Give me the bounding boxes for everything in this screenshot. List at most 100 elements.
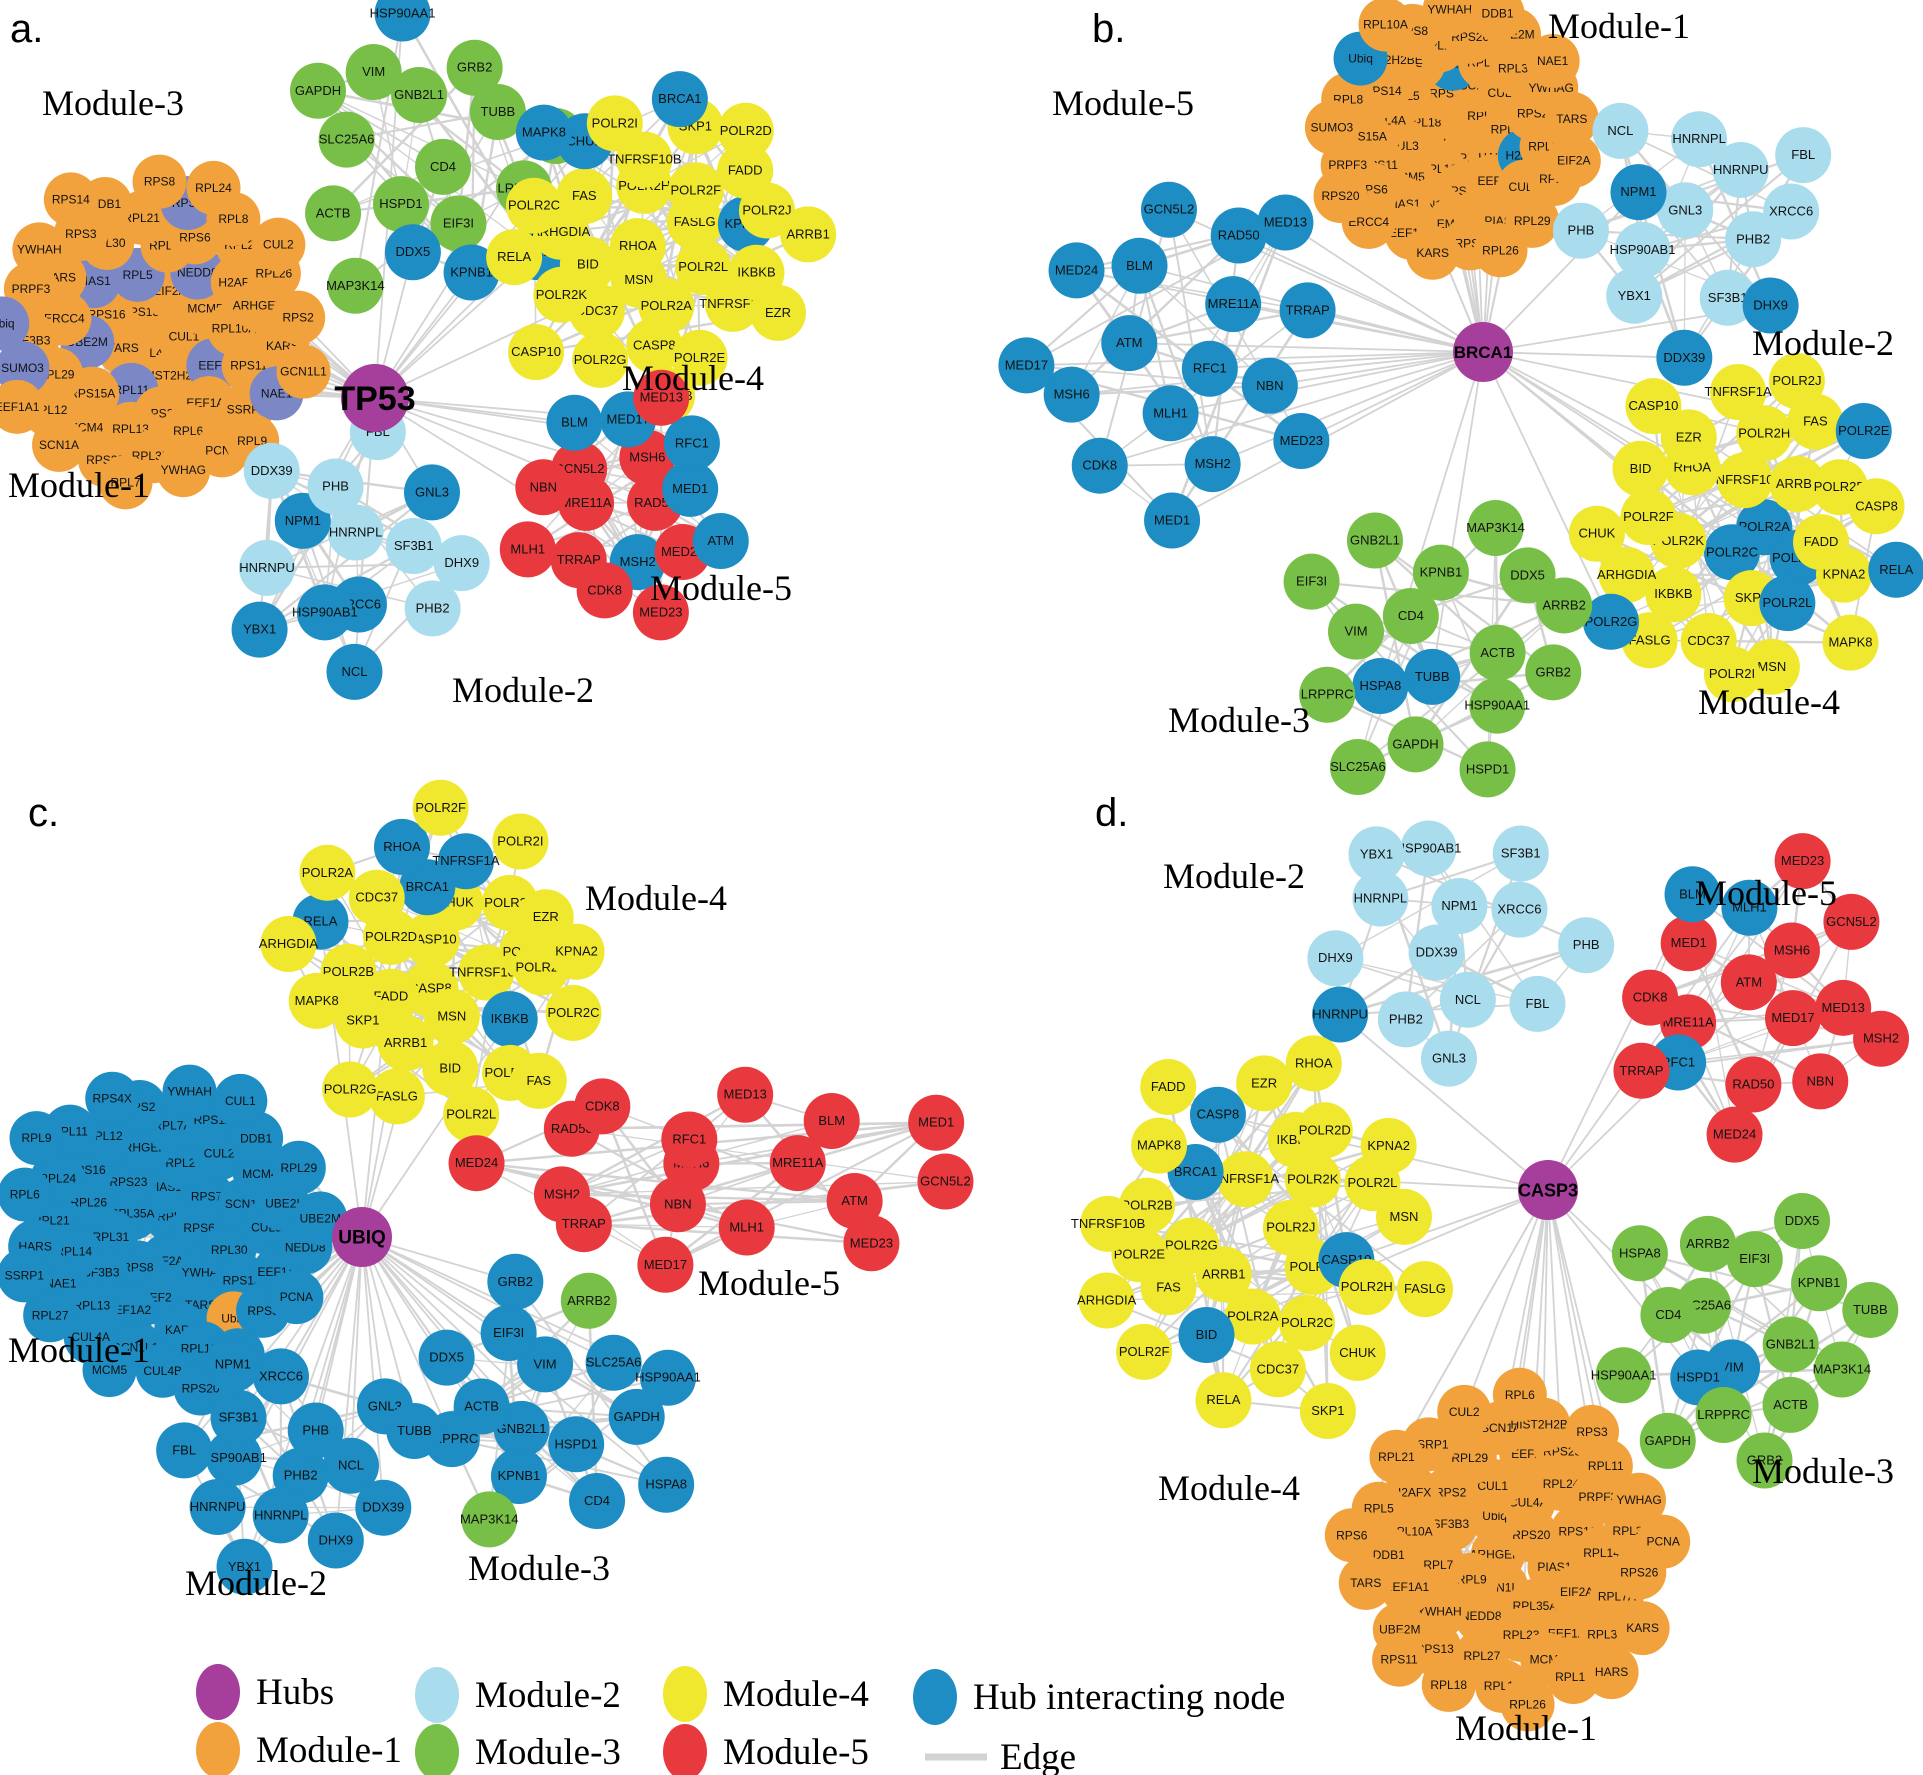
node-POLR2K[interactable]: POLR2K bbox=[533, 266, 590, 323]
node-circle[interactable] bbox=[1615, 1601, 1670, 1656]
node-circle[interactable] bbox=[1491, 881, 1548, 938]
node-circle[interactable] bbox=[132, 154, 187, 209]
node-circle[interactable] bbox=[327, 257, 384, 314]
node-circle[interactable] bbox=[1664, 866, 1721, 923]
node-circle[interactable] bbox=[1759, 575, 1816, 632]
node-RPS8[interactable]: RPS8 bbox=[132, 154, 187, 209]
node-circle[interactable] bbox=[1437, 1384, 1492, 1439]
node-RPS4X[interactable]: RPS4X bbox=[85, 1071, 140, 1126]
node-MED24[interactable]: MED24 bbox=[1706, 1106, 1763, 1163]
node-KPNA2[interactable]: KPNA2 bbox=[548, 923, 605, 980]
node-circle[interactable] bbox=[1279, 282, 1336, 339]
node-circle[interactable] bbox=[0, 1248, 52, 1303]
node-circle[interactable] bbox=[1742, 277, 1799, 334]
node-CDK8[interactable]: CDK8 bbox=[576, 562, 633, 619]
node-GAPDH[interactable]: GAPDH bbox=[289, 62, 346, 119]
node-GNL3[interactable]: GNL3 bbox=[403, 464, 460, 521]
node-YBX1[interactable]: YBX1 bbox=[1606, 267, 1663, 324]
node-circle[interactable] bbox=[1048, 242, 1105, 299]
node-circle[interactable] bbox=[574, 1078, 631, 1135]
node-circle[interactable] bbox=[372, 176, 429, 233]
node-circle[interactable] bbox=[1210, 207, 1267, 264]
node-HARS[interactable]: HARS bbox=[1584, 1645, 1639, 1700]
node-circle[interactable] bbox=[1470, 0, 1525, 41]
node-circle[interactable] bbox=[1640, 1287, 1697, 1344]
node-circle[interactable] bbox=[1431, 878, 1488, 935]
node-CHUK[interactable]: CHUK bbox=[1568, 505, 1625, 562]
node-circle[interactable] bbox=[569, 1473, 626, 1530]
node-circle[interactable] bbox=[638, 1456, 695, 1513]
node-circle[interactable] bbox=[1249, 1341, 1306, 1398]
node-NCL[interactable]: NCL bbox=[326, 643, 383, 700]
node-circle[interactable] bbox=[374, 0, 431, 42]
node-HNRNPU[interactable]: HNRNPU bbox=[189, 1479, 246, 1536]
node-circle[interactable] bbox=[1078, 1272, 1135, 1329]
node-circle[interactable] bbox=[0, 1167, 52, 1222]
node-circle[interactable] bbox=[1420, 1030, 1477, 1087]
node-circle[interactable] bbox=[548, 923, 605, 980]
node-PHB[interactable]: PHB bbox=[307, 458, 364, 515]
node-YWHAH[interactable]: YWHAH bbox=[12, 222, 67, 277]
node-SLC25A6[interactable]: SLC25A6 bbox=[1329, 738, 1386, 795]
node-POLR2E[interactable]: POLR2E bbox=[1835, 402, 1892, 459]
node-circle[interactable] bbox=[156, 443, 211, 498]
node-CASP10[interactable]: CASP10 bbox=[508, 324, 565, 381]
node-circle[interactable] bbox=[355, 1479, 412, 1536]
node-MAP3K14[interactable]: MAP3K14 bbox=[326, 257, 385, 314]
node-circle[interactable] bbox=[633, 369, 690, 426]
node-circle[interactable] bbox=[1439, 971, 1496, 1028]
node-circle[interactable] bbox=[1791, 1255, 1848, 1312]
node-RPL24[interactable]: RPL24 bbox=[186, 160, 241, 215]
node-circle[interactable] bbox=[1459, 741, 1516, 798]
node-POLR2A[interactable]: POLR2A bbox=[299, 844, 356, 901]
node-POLR2G[interactable]: POLR2G bbox=[322, 1061, 379, 1118]
node-KPNA2[interactable]: KPNA2 bbox=[1815, 546, 1872, 603]
node-POLR2H[interactable]: POLR2H bbox=[1338, 1259, 1395, 1316]
node-circle[interactable] bbox=[481, 991, 538, 1048]
node-circle[interactable] bbox=[1296, 1102, 1353, 1159]
node-circle[interactable] bbox=[505, 177, 562, 234]
node-circle[interactable] bbox=[260, 916, 317, 973]
node-circle[interactable] bbox=[576, 562, 633, 619]
node-circle[interactable] bbox=[1142, 385, 1199, 442]
node-CDK8[interactable]: CDK8 bbox=[1622, 969, 1679, 1026]
node-POLR2C[interactable]: POLR2C bbox=[545, 984, 602, 1041]
node-POLR2I[interactable]: POLR2I bbox=[586, 95, 643, 152]
node-NPM1[interactable]: NPM1 bbox=[1431, 878, 1488, 935]
node-RPL6[interactable]: RPL6 bbox=[0, 1167, 52, 1222]
node-circle[interactable] bbox=[368, 1068, 425, 1125]
node-RPL6[interactable]: RPL6 bbox=[1492, 1367, 1547, 1422]
node-GCN5L2[interactable]: GCN5L2 bbox=[917, 1153, 974, 1210]
node-circle[interactable] bbox=[692, 512, 749, 569]
node-BLM[interactable]: BLM bbox=[1111, 237, 1168, 294]
node-circle[interactable] bbox=[1422, 0, 1477, 37]
node-MED24[interactable]: MED24 bbox=[448, 1135, 505, 1192]
node-circle[interactable] bbox=[1612, 1472, 1667, 1527]
node-VIM[interactable]: VIM bbox=[345, 44, 402, 101]
node-circle[interactable] bbox=[1763, 922, 1820, 979]
node-HSP90AA1[interactable]: HSP90AA1 bbox=[370, 0, 436, 42]
node-circle[interactable] bbox=[1671, 111, 1728, 168]
node-CD4[interactable]: CD4 bbox=[415, 138, 472, 195]
node-circle[interactable] bbox=[1725, 1056, 1782, 1113]
node-NCL[interactable]: NCL bbox=[1592, 102, 1649, 159]
node-circle[interactable] bbox=[1613, 1042, 1670, 1099]
node-RPS6[interactable]: RPS6 bbox=[1324, 1508, 1379, 1563]
node-circle[interactable] bbox=[1131, 1117, 1188, 1174]
node-circle[interactable] bbox=[1568, 505, 1625, 562]
node-circle[interactable] bbox=[1421, 1657, 1476, 1712]
node-circle[interactable] bbox=[651, 71, 708, 128]
node-circle[interactable] bbox=[572, 331, 629, 388]
node-circle[interactable] bbox=[1217, 1151, 1274, 1208]
node-LRPPRC[interactable]: LRPPRC bbox=[1695, 1386, 1752, 1443]
node-FBL[interactable]: FBL bbox=[1509, 975, 1566, 1032]
node-circle[interactable] bbox=[1473, 223, 1528, 278]
node-circle[interactable] bbox=[738, 182, 795, 239]
node-POLR2I[interactable]: POLR2I bbox=[492, 813, 549, 870]
node-MED17[interactable]: MED17 bbox=[637, 1236, 694, 1293]
node-circle[interactable] bbox=[1307, 930, 1364, 987]
node-circle[interactable] bbox=[487, 1253, 544, 1310]
node-circle[interactable] bbox=[499, 521, 556, 578]
node-circle[interactable] bbox=[423, 988, 480, 1045]
node-circle[interactable] bbox=[1622, 969, 1679, 1026]
